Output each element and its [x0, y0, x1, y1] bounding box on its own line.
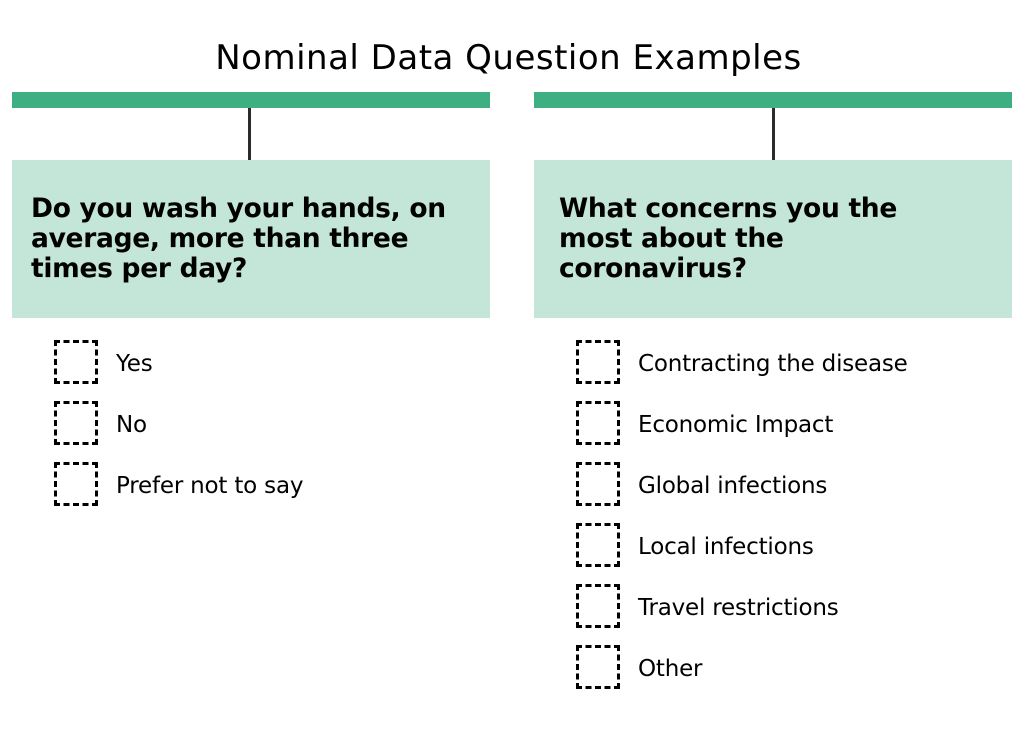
- checkbox[interactable]: [54, 462, 98, 506]
- checkbox[interactable]: [576, 584, 620, 628]
- option-label: Economic Impact: [638, 412, 834, 438]
- page-title: Nominal Data Question Examples: [215, 38, 802, 78]
- question-text: What concerns you the most about the cor…: [559, 193, 898, 284]
- option-item[interactable]: Travel restrictions: [576, 584, 908, 645]
- option-label: Contracting the disease: [638, 351, 908, 377]
- checkbox[interactable]: [576, 462, 620, 506]
- checkbox[interactable]: [576, 401, 620, 445]
- checkbox[interactable]: [576, 340, 620, 384]
- option-item[interactable]: Yes: [54, 340, 303, 401]
- option-label: Local infections: [638, 534, 814, 560]
- option-label: Yes: [116, 351, 153, 377]
- option-list: Contracting the disease Economic Impact …: [576, 340, 908, 706]
- option-item[interactable]: Global infections: [576, 462, 908, 523]
- checkbox[interactable]: [576, 523, 620, 567]
- connector-line: [248, 108, 251, 160]
- checkbox[interactable]: [54, 401, 98, 445]
- accent-bar: [534, 92, 1012, 108]
- option-label: Other: [638, 656, 703, 682]
- question-box: Do you wash your hands, on average, more…: [12, 160, 490, 318]
- option-item[interactable]: No: [54, 401, 303, 462]
- option-label: Prefer not to say: [116, 473, 304, 499]
- accent-bar: [12, 92, 490, 108]
- option-item[interactable]: Prefer not to say: [54, 462, 303, 523]
- question-box: What concerns you the most about the cor…: [534, 160, 1012, 318]
- option-item[interactable]: Local infections: [576, 523, 908, 584]
- option-label: Global infections: [638, 473, 828, 499]
- option-list: Yes No Prefer not to say: [54, 340, 303, 523]
- option-label: Travel restrictions: [638, 595, 839, 621]
- option-item[interactable]: Economic Impact: [576, 401, 908, 462]
- connector-line: [772, 108, 775, 160]
- checkbox[interactable]: [576, 645, 620, 689]
- checkbox[interactable]: [54, 340, 98, 384]
- question-text: Do you wash your hands, on average, more…: [31, 193, 446, 284]
- option-item[interactable]: Other: [576, 645, 908, 706]
- option-item[interactable]: Contracting the disease: [576, 340, 908, 401]
- option-label: No: [116, 412, 147, 438]
